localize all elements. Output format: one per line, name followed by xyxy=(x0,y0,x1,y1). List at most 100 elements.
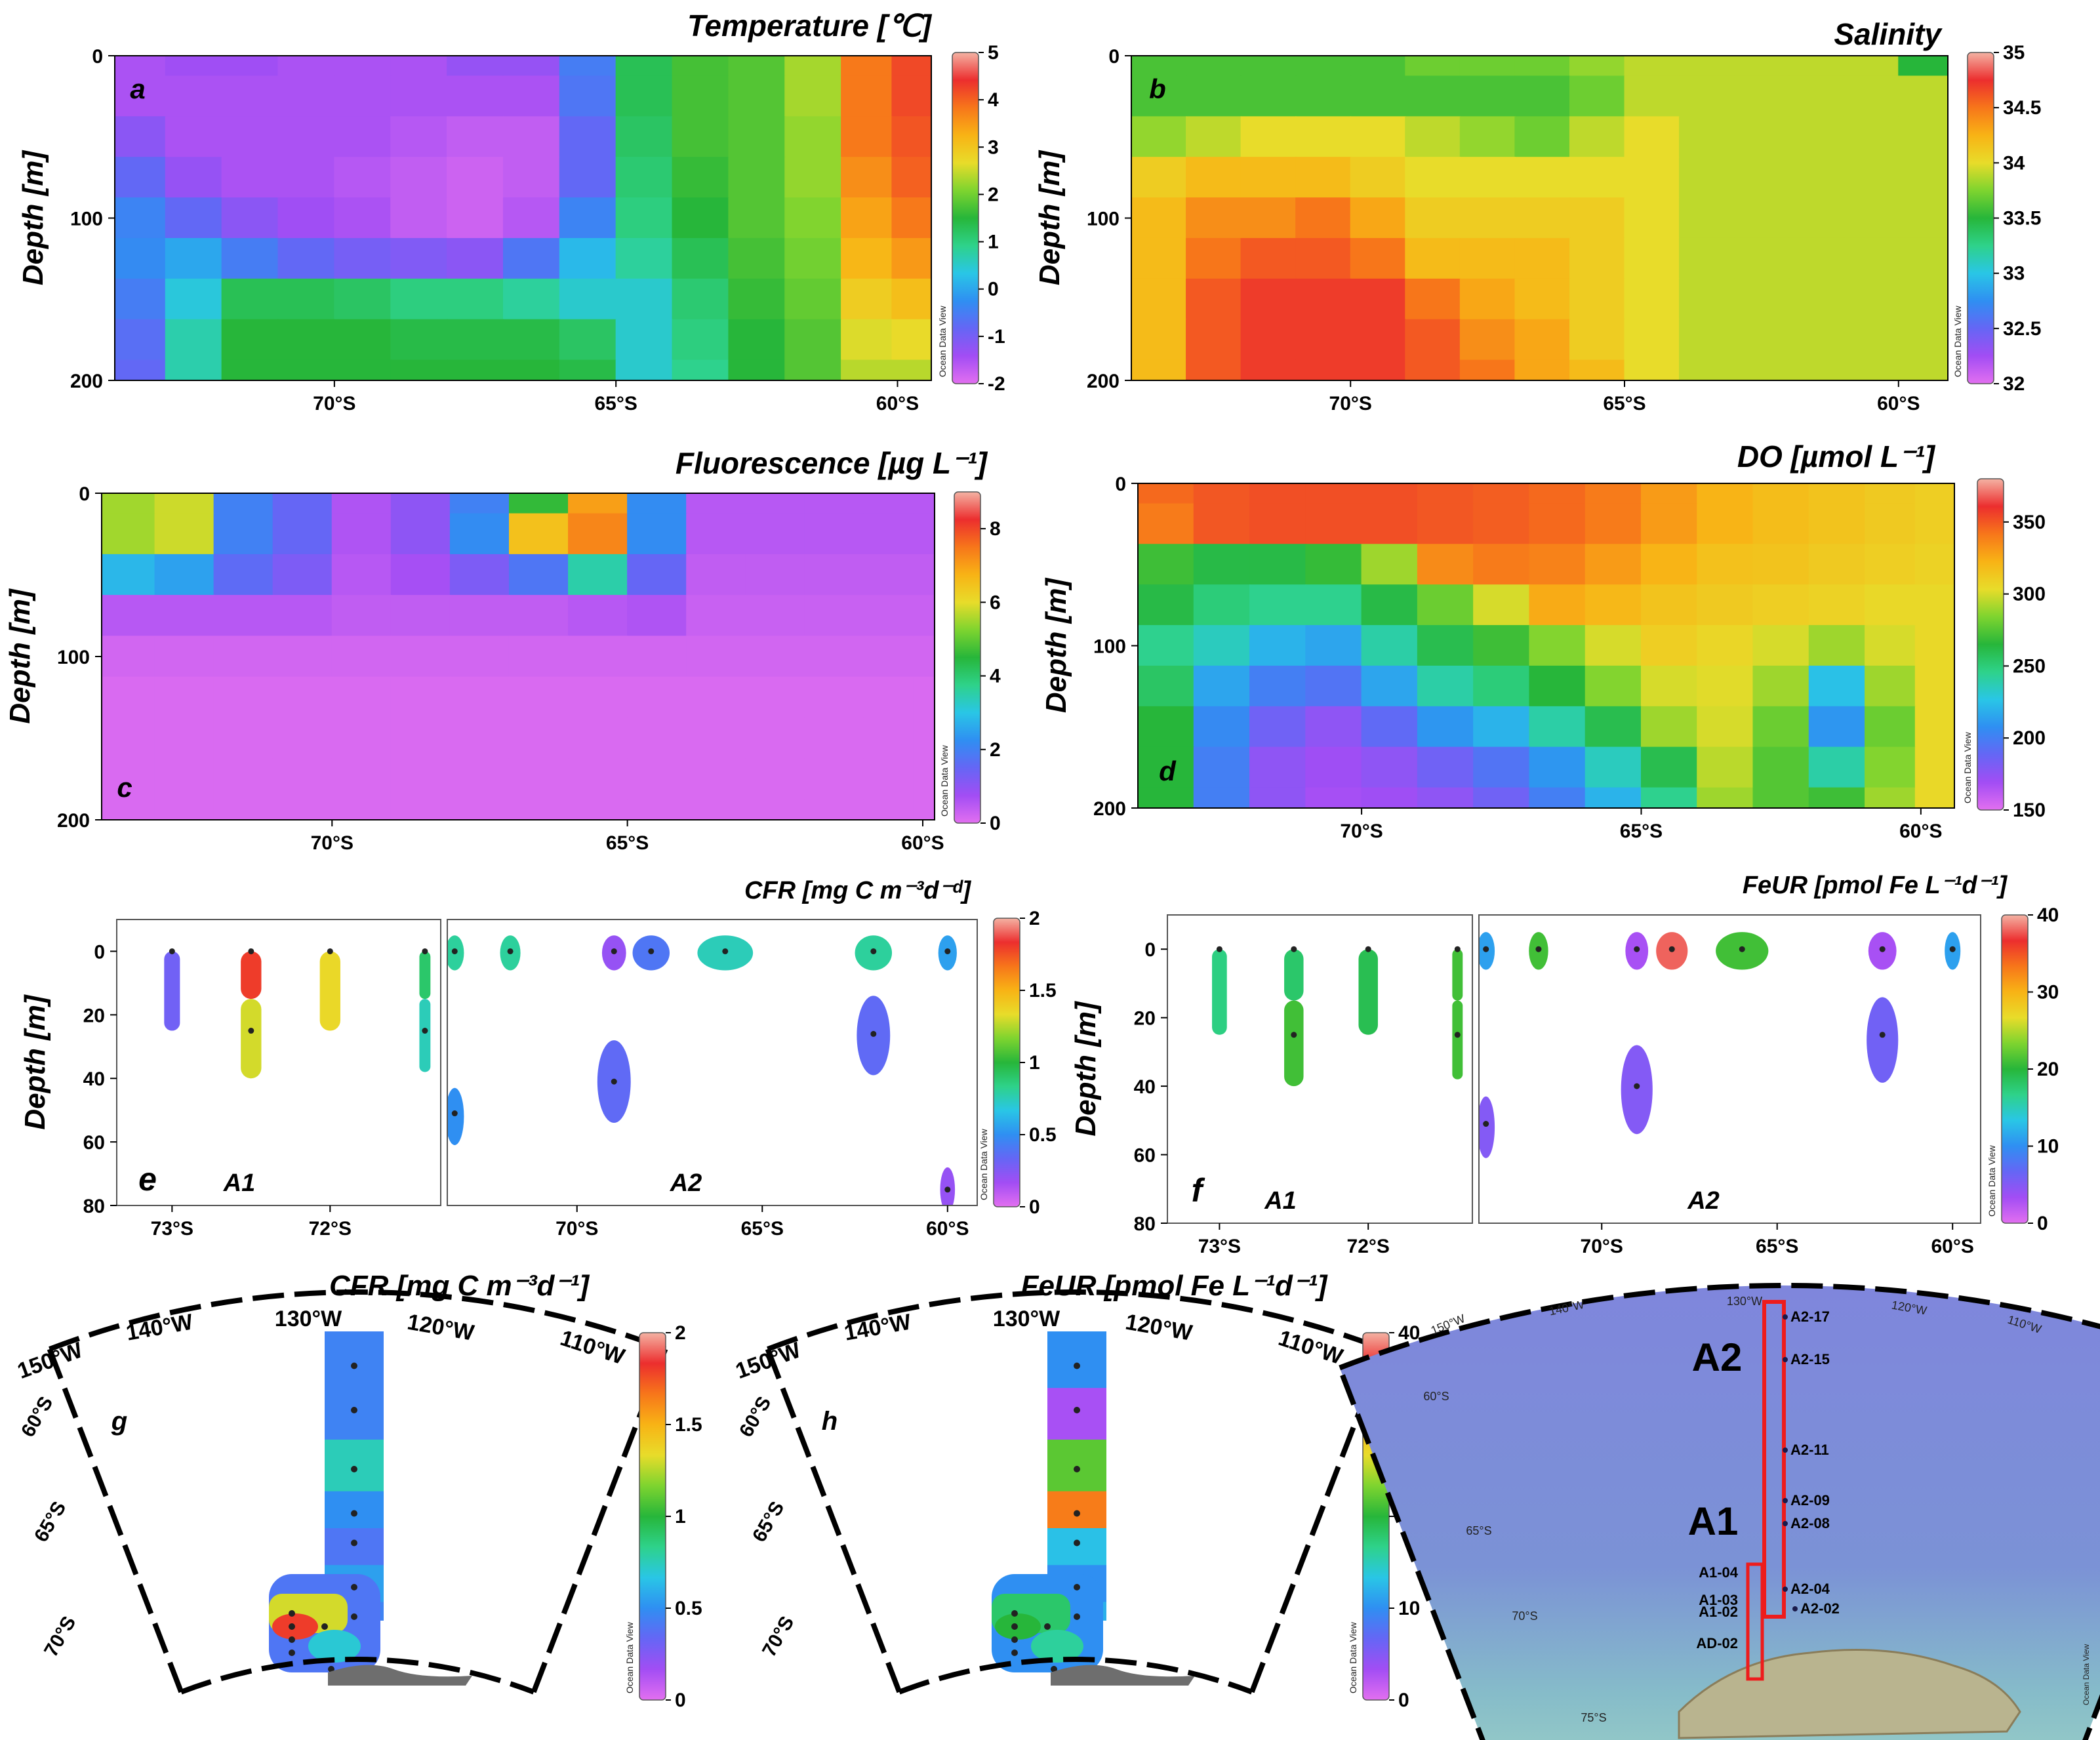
heatmap-cell xyxy=(1361,483,1419,504)
heatmap-cell xyxy=(891,75,931,117)
station-dot xyxy=(1074,1539,1080,1547)
heatmap-cell xyxy=(672,56,729,77)
heatmap-cell xyxy=(1624,116,1680,158)
heatmap-cell xyxy=(1131,359,1187,380)
heatmap-cell xyxy=(165,278,223,321)
station-dot xyxy=(351,1539,357,1547)
heatmap-cell xyxy=(891,56,931,77)
heatmap-cell xyxy=(1733,237,1790,280)
y-tick-label: 60 xyxy=(1134,1145,1156,1167)
heatmap-cell xyxy=(686,758,746,800)
heatmap-cell xyxy=(1240,359,1297,380)
heatmap-cell xyxy=(502,319,561,361)
colorbar-tick-label: 1.5 xyxy=(1029,980,1057,1002)
heatmap-cell xyxy=(1193,503,1251,545)
x-tick-label: 73°S xyxy=(151,1218,193,1240)
heatmap-cell xyxy=(115,75,167,117)
data-blob xyxy=(319,951,340,1031)
heatmap-cell xyxy=(1640,746,1698,789)
sample-point xyxy=(870,1030,877,1037)
heatmap-cell xyxy=(1459,278,1516,321)
heatmap-cell xyxy=(272,493,333,515)
heatmap-cell xyxy=(1459,75,1516,117)
heatmap-cell xyxy=(1405,319,1461,361)
heatmap-cell xyxy=(165,75,223,117)
strip-cell xyxy=(325,1377,384,1389)
antarctic-coast xyxy=(328,1665,472,1686)
heatmap-cell xyxy=(672,197,729,239)
heatmap-cell xyxy=(1585,584,1642,626)
heatmap-cell xyxy=(1305,625,1363,667)
heatmap-cell xyxy=(502,116,561,158)
heatmap-cell xyxy=(1808,746,1866,789)
region-label: A2 xyxy=(670,1169,702,1197)
station-label: A2-02 xyxy=(1800,1600,1840,1617)
heatmap-cell xyxy=(1898,75,1948,117)
heatmap-cell xyxy=(1186,157,1242,199)
heatmap-cell xyxy=(1585,503,1642,545)
heatmap-cell xyxy=(784,75,842,117)
heatmap-cell xyxy=(1865,625,1916,667)
heatmap-cell xyxy=(686,636,746,678)
sample-point xyxy=(1291,946,1297,952)
heatmap-cell xyxy=(728,359,786,380)
y-tick-label: 100 xyxy=(57,647,90,668)
heatmap-cell xyxy=(221,157,279,199)
heatmap-cell xyxy=(1914,665,1954,708)
heatmap-cell xyxy=(841,157,893,199)
heatmap-cell xyxy=(1305,584,1363,626)
heatmap-cell xyxy=(1295,75,1352,117)
heatmap-cell xyxy=(1624,359,1680,380)
heatmap-cell xyxy=(449,493,510,515)
heatmap-cell xyxy=(728,75,786,117)
y-tick-label: 20 xyxy=(83,1005,105,1026)
heatmap-cell xyxy=(1624,56,1680,77)
colorbar-tick-label: 1 xyxy=(675,1506,686,1528)
heatmap-cell xyxy=(508,513,569,556)
heatmap-cell xyxy=(1350,319,1406,361)
heatmap-cell xyxy=(1914,544,1954,586)
station-dot xyxy=(289,1623,295,1630)
map-frame-outer xyxy=(49,1289,666,1352)
heatmap-cell xyxy=(115,237,167,280)
antarctica-land xyxy=(1678,1649,2021,1739)
heatmap-cell xyxy=(784,116,842,158)
sample-point xyxy=(422,1028,428,1034)
heatmap-cell xyxy=(1514,116,1571,158)
region-label: A2 xyxy=(1687,1187,1720,1215)
heatmap-cell xyxy=(334,319,392,361)
heatmap-cell xyxy=(568,493,628,515)
heatmap-cell xyxy=(447,116,504,158)
heatmap-cell xyxy=(449,676,510,719)
heatmap-cell xyxy=(102,717,156,759)
lat-label: 60°S xyxy=(17,1393,57,1441)
heatmap-cell xyxy=(1305,665,1363,708)
station-dot xyxy=(1074,1510,1080,1517)
heatmap-cell xyxy=(1898,197,1948,239)
heatmap-cell xyxy=(508,676,569,719)
station-dot xyxy=(289,1636,295,1643)
station-dot xyxy=(351,1613,357,1620)
heatmap-cell xyxy=(1417,483,1474,504)
heatmap-cell xyxy=(1865,544,1916,586)
heatmap-cell xyxy=(1193,483,1251,504)
sample-point xyxy=(1291,1032,1297,1038)
panel-b: 0 100 200 70°S 65°S 60°S Depth [m] Salinity b xyxy=(1034,17,1949,415)
sample-point xyxy=(1739,946,1745,952)
heatmap-cell xyxy=(334,157,392,199)
heatmap-cell xyxy=(1193,746,1251,789)
strip-cell xyxy=(325,1388,384,1440)
heatmap-cell xyxy=(213,799,274,820)
colorbar-d xyxy=(1977,478,2004,811)
colorbar-c xyxy=(954,491,981,824)
station-label: A1-02 xyxy=(1699,1604,1738,1620)
sample-point xyxy=(1634,946,1640,952)
heatmap-cell xyxy=(1295,56,1352,77)
odv-watermark: Ocean Data View xyxy=(1348,1621,1358,1693)
heatmap-cell xyxy=(502,237,561,280)
heatmap-cell xyxy=(1249,746,1306,789)
panel-label: g xyxy=(111,1407,127,1436)
heatmap-cell xyxy=(1898,116,1948,158)
y-axis-label: Depth [m] xyxy=(19,994,51,1130)
heatmap-cell xyxy=(331,636,392,678)
